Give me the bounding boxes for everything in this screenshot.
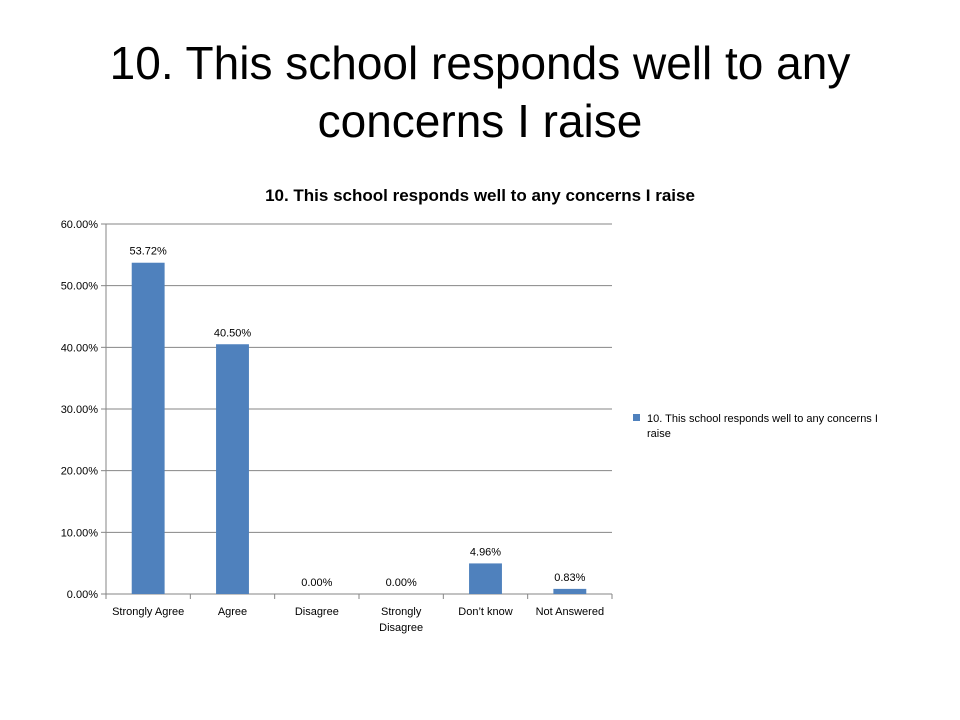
data-label: 53.72% [130,246,168,258]
bar [469,563,502,594]
x-tick-label: Disagree [295,606,339,618]
x-tick-labels: Strongly Agree Agree Disagree Strongly Disag… [112,606,604,634]
data-labels: 53.72% 40.50% 0.00% 0.00% 4.96% 0.83% [130,246,586,589]
legend-label: 10. This school responds well to any con… [647,413,881,440]
y-tick-label: 40.00% [61,342,99,354]
data-label: 40.50% [214,327,252,339]
axes [101,223,613,599]
y-tick-label: 20.00% [61,466,99,478]
legend-swatch [633,414,640,421]
x-tick-label: Strongly Disagree [379,606,423,634]
bar [216,344,249,594]
x-tick-label: Agree [218,606,247,618]
slide-title: 10. This school responds well to any con… [109,37,851,147]
data-label: 0.00% [301,577,332,589]
bars [131,262,587,594]
gridlines [106,223,612,533]
y-tick-label: 10.00% [61,527,99,539]
y-tick-label: 30.00% [61,404,99,416]
chart-title: 10. This school responds well to any con… [265,186,695,205]
x-tick-label: Not Answered [536,606,604,618]
data-label: 4.96% [470,546,501,558]
y-tick-label: 50.00% [61,281,99,293]
y-tick-label: 0.00% [67,589,98,601]
data-label: 0.83% [554,572,585,584]
y-tick-labels: 0.00% 10.00% 20.00% 30.00% 40.00% 50.00% 60.00… [61,219,99,601]
legend: 10. This school responds well to any con… [633,413,881,440]
x-tick-label: Don’t know [458,606,512,618]
x-tick-label: Strongly Agree [112,606,184,618]
data-label: 0.00% [386,577,417,589]
y-tick-label: 60.00% [61,219,99,231]
bar [553,588,587,594]
bar [131,262,165,594]
